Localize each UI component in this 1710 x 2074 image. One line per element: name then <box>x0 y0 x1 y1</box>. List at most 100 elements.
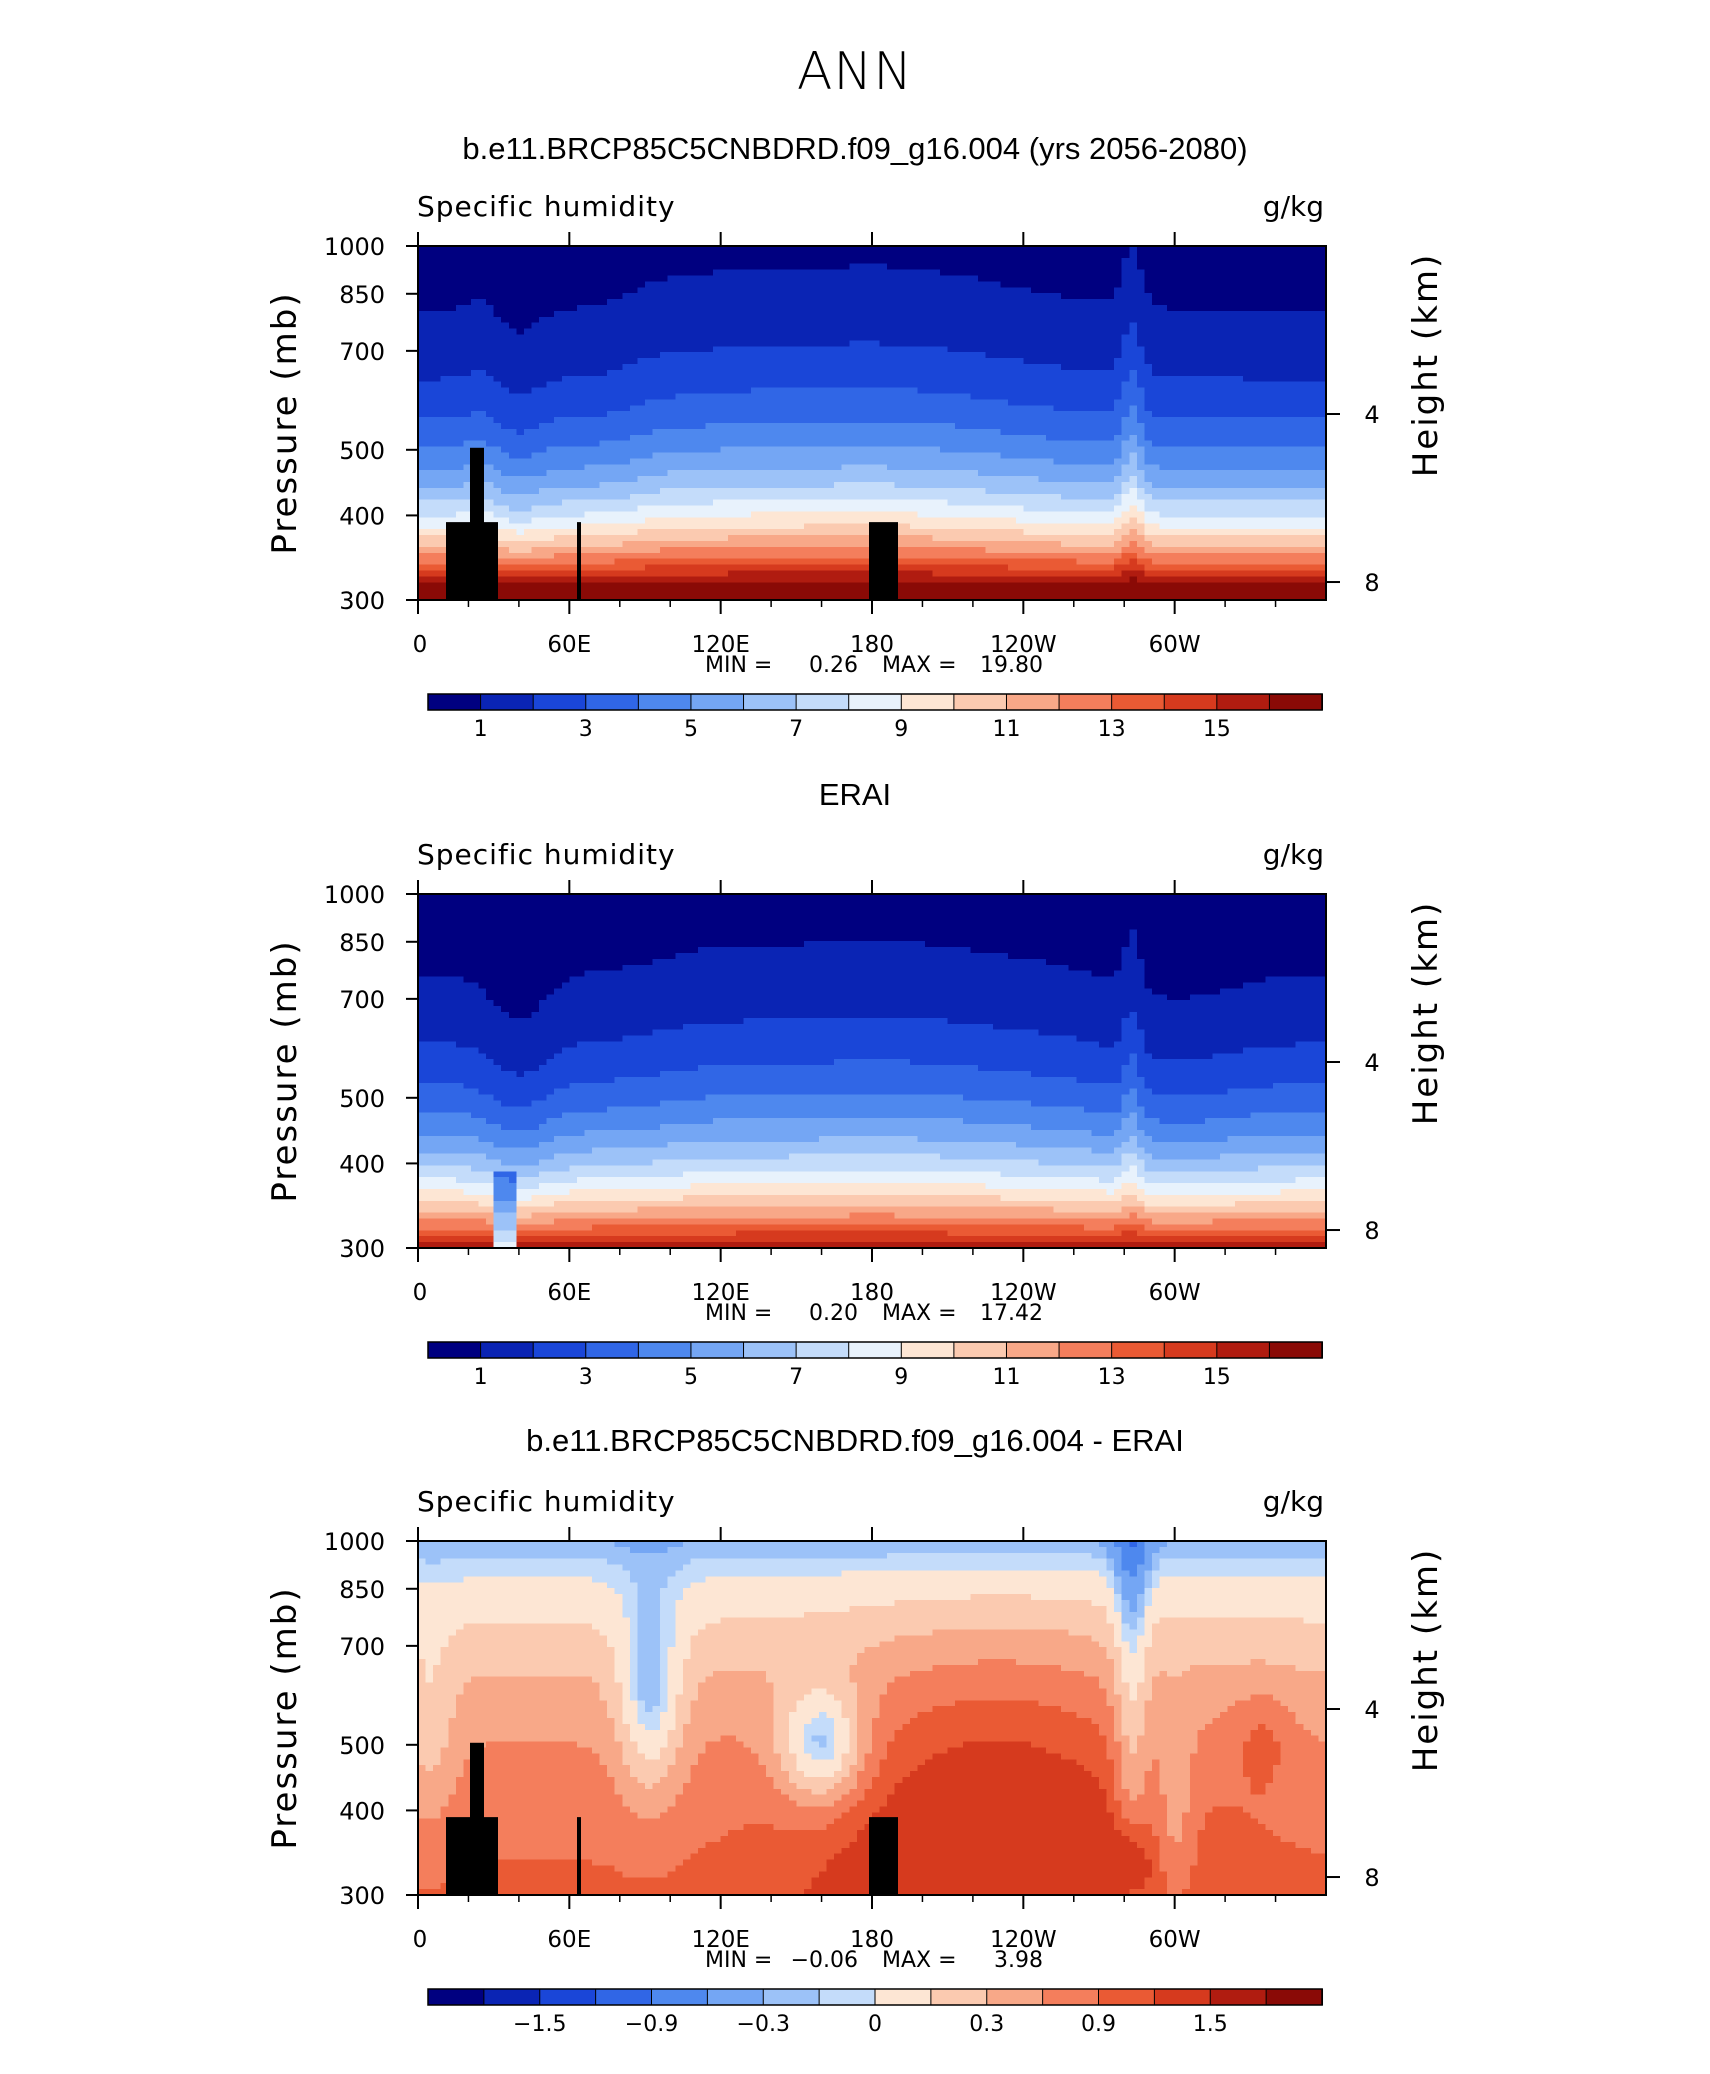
y-tick-label: 500 <box>339 1732 385 1760</box>
y-tick-label: 1000 <box>324 233 385 261</box>
min-value: 0.20 <box>809 1301 858 1326</box>
colorbar-box <box>1042 1988 1100 2006</box>
colorbar-box <box>848 693 903 711</box>
colorbar-label: 0.9 <box>1081 2012 1116 2037</box>
height-tick-label: 4 <box>1364 401 1379 429</box>
units-label: g/kg <box>1263 1485 1324 1518</box>
colorbar-box <box>953 1341 1008 1359</box>
colorbar-label: 5 <box>684 717 698 742</box>
max-value: 17.42 <box>980 1301 1043 1326</box>
topography-block <box>470 447 484 600</box>
colorbar-box <box>1005 693 1061 711</box>
colorbar-box <box>1111 1341 1166 1359</box>
y-tick-label: 700 <box>339 986 385 1014</box>
height-tick-label: 4 <box>1364 1696 1379 1724</box>
colorbar-label: 11 <box>992 717 1020 742</box>
x-tick-label: 60E <box>547 1927 591 1953</box>
x-tick-label: 0 <box>413 1927 428 1953</box>
contour-field <box>418 246 1327 601</box>
colorbar-label: 15 <box>1203 1365 1231 1390</box>
contour-field <box>418 1541 1327 1896</box>
panel-3-title: b.e11.BRCP85C5CNBDRD.f09_g16.004 - ERAI <box>0 1423 1710 1459</box>
topography-block <box>446 522 470 600</box>
colorbar-box <box>1216 693 1271 711</box>
colorbar-label: −1.5 <box>513 2012 566 2037</box>
colorbar-frame <box>427 1341 1323 1359</box>
colorbar-box <box>532 1341 587 1359</box>
x-tick-label: 180 <box>850 1927 894 1953</box>
height-tick-label: 8 <box>1364 1217 1379 1245</box>
colorbar-box <box>1265 1988 1324 2006</box>
colorbar-frame <box>427 693 1323 711</box>
topography-block <box>577 1817 581 1895</box>
max-label: MAX = <box>882 653 957 678</box>
y-axis: 300 400 500 700 850 1000 Pressure (mb) <box>265 881 418 1263</box>
x-tick-label: 120W <box>990 632 1057 658</box>
colorbar-label: 11 <box>992 1365 1020 1390</box>
y-tick-label: 400 <box>339 1797 385 1825</box>
colorbar-box <box>1268 693 1324 711</box>
colorbar-box <box>1098 1988 1156 2006</box>
figure-title: ANN <box>0 42 1710 102</box>
height-axis: 8 4 Height (km) <box>1326 253 1446 597</box>
y-tick-label: 500 <box>339 437 385 465</box>
colorbar-box <box>427 1341 482 1359</box>
colorbar-label: 3 <box>579 1365 593 1390</box>
colorbar-box <box>483 1988 541 2006</box>
colorbar-label: 1 <box>474 1365 488 1390</box>
x-tick-label: 180 <box>850 632 894 658</box>
colorbar-box <box>795 693 850 711</box>
colorbar-box <box>637 693 692 711</box>
colorbar-box <box>743 1341 798 1359</box>
colorbar-box <box>874 1988 932 2006</box>
colorbar: 1 3 5 7 9 11 13 15 <box>427 693 1324 742</box>
colorbar-label: 0 <box>868 2012 882 2037</box>
height-axis-label: Height (km) <box>1406 901 1446 1126</box>
colorbar-label: −0.3 <box>737 2012 790 2037</box>
y-axis: 300 400 500 700 850 1000 Pressure (mb) <box>265 1528 418 1910</box>
x-tick-label: 0 <box>413 1280 428 1306</box>
topography-block <box>470 1742 484 1895</box>
colorbar-box <box>1058 1341 1113 1359</box>
x-tick-label: 60W <box>1149 632 1201 658</box>
units-label: g/kg <box>1263 838 1324 871</box>
colorbar-label: 7 <box>789 1365 803 1390</box>
y-tick-label: 850 <box>339 1576 385 1604</box>
y-tick-label: 400 <box>339 502 385 530</box>
y-tick-label: 300 <box>339 1882 385 1910</box>
colorbar-box <box>953 693 1008 711</box>
height-axis-label: Height (km) <box>1406 253 1446 478</box>
variable-label: Specific humidity <box>417 190 676 223</box>
colorbar-label: 9 <box>894 717 908 742</box>
max-label: MAX = <box>882 1301 957 1326</box>
min-label: MIN = <box>705 653 772 678</box>
y-tick-label: 850 <box>339 929 385 957</box>
colorbar-label: 1 <box>474 717 488 742</box>
min-label: MIN = <box>705 1301 772 1326</box>
colorbar-label: 0.3 <box>969 2012 1004 2037</box>
height-axis-label: Height (km) <box>1406 1548 1446 1773</box>
panel-3: Specific humidity g/kg 0 60E 120E 180 120W 60W 3… <box>265 1485 1446 2037</box>
panel-1-title: b.e11.BRCP85C5CNBDRD.f09_g16.004 (yrs 20… <box>0 131 1710 167</box>
colorbar-box <box>690 693 745 711</box>
colorbar-frame <box>427 1988 1323 2006</box>
colorbar-box <box>1163 1341 1218 1359</box>
colorbar-box <box>637 1341 692 1359</box>
min-max-stats: MIN = 0.26 MAX = 19.80 <box>705 653 1043 678</box>
contour-field <box>418 894 1327 1249</box>
colorbar-box <box>585 693 640 711</box>
colorbar-box <box>480 1341 535 1359</box>
x-tick-label: 120E <box>691 1280 749 1306</box>
panel-2-title: ERAI <box>0 777 1710 813</box>
colorbar-box <box>986 1988 1044 2006</box>
colorbar-label: 9 <box>894 1365 908 1390</box>
colorbar-box <box>848 1341 903 1359</box>
colorbar-box <box>427 1988 485 2006</box>
y-tick-label: 400 <box>339 1150 385 1178</box>
colorbar-label: 15 <box>1203 717 1231 742</box>
max-value: 19.80 <box>980 653 1043 678</box>
colorbar-box <box>480 693 535 711</box>
colorbar-box <box>1209 1988 1268 2006</box>
colorbar-box <box>427 693 482 711</box>
